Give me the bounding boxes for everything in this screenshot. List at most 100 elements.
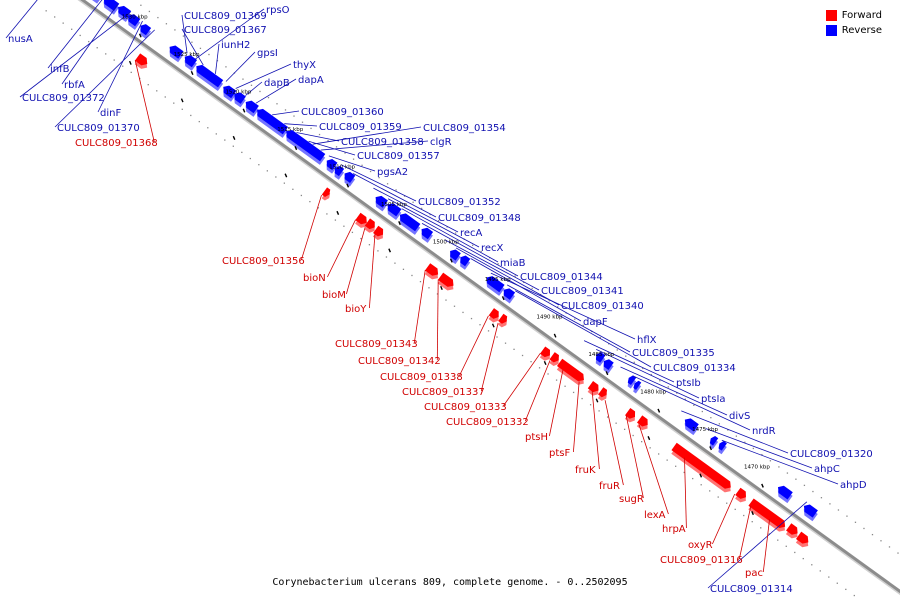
reverse-gene-feature[interactable]	[253, 107, 290, 138]
reverse-gene-label[interactable]: CULC809_01372	[22, 93, 105, 104]
reverse-gene-label[interactable]: CULC809_01357	[357, 151, 440, 162]
reverse-gene-label[interactable]: nusA	[8, 34, 33, 45]
reverse-gene-label[interactable]: clgR	[430, 137, 452, 148]
forward-gene-label[interactable]: CULC809_01343	[335, 339, 418, 350]
forward-gene-feature[interactable]	[548, 352, 563, 368]
reverse-gene-feature[interactable]	[114, 3, 133, 22]
reverse-gene-label[interactable]: iunH2	[221, 40, 250, 51]
forward-gene-label[interactable]: fruR	[599, 481, 620, 492]
legend-item-forward[interactable]: Forward	[825, 8, 882, 23]
reverse-gene-feature[interactable]	[322, 157, 339, 174]
forward-gene-label[interactable]: CULC809_01316	[660, 555, 743, 566]
reverse-gene-label[interactable]: CULC809_01352	[418, 197, 501, 208]
reverse-gene-label[interactable]: gpsI	[257, 48, 278, 59]
reverse-gene-feature[interactable]	[482, 274, 506, 296]
forward-gene-feature[interactable]	[747, 498, 790, 534]
reverse-gene-label[interactable]: rbfA	[64, 80, 85, 91]
reverse-gene-feature[interactable]	[165, 43, 185, 63]
reverse-gene-label[interactable]: ahpC	[814, 464, 840, 475]
forward-gene-label[interactable]: CULC809_01342	[358, 356, 441, 367]
reverse-gene-label[interactable]: CULC809_01358	[341, 137, 424, 148]
reverse-gene-feature[interactable]	[706, 435, 720, 450]
reverse-gene-label[interactable]: infB	[50, 64, 70, 75]
reverse-gene-feature[interactable]	[499, 286, 517, 304]
forward-gene-feature[interactable]	[586, 381, 603, 398]
forward-gene-feature[interactable]	[733, 487, 750, 505]
reverse-gene-feature[interactable]	[446, 247, 463, 265]
forward-gene-label[interactable]: bioN	[303, 273, 326, 284]
forward-gene-label[interactable]: sugR	[619, 494, 644, 505]
reverse-gene-feature[interactable]	[715, 440, 729, 455]
reverse-gene-label[interactable]: CULC809_01367	[184, 25, 267, 36]
reverse-gene-label[interactable]: hflX	[637, 335, 657, 346]
reverse-gene-label[interactable]: divS	[729, 411, 750, 422]
forward-gene-feature[interactable]	[555, 358, 588, 387]
reverse-gene-feature[interactable]	[124, 12, 142, 30]
reverse-gene-feature[interactable]	[599, 357, 615, 374]
reverse-gene-label[interactable]: CULC809_01359	[319, 122, 402, 133]
reverse-gene-feature[interactable]	[99, 0, 121, 15]
forward-gene-label[interactable]: ptsH	[525, 432, 548, 443]
reverse-gene-label[interactable]: ptsIb	[676, 378, 701, 389]
reverse-gene-label[interactable]: CULC809_01360	[301, 107, 384, 118]
reverse-gene-label[interactable]: CULC809_01340	[561, 301, 644, 312]
forward-gene-feature[interactable]	[371, 225, 387, 242]
reverse-gene-label[interactable]: recA	[460, 228, 483, 239]
reverse-gene-label[interactable]: CULC809_01335	[632, 348, 715, 359]
reverse-gene-label[interactable]: CULC809_01370	[57, 123, 140, 134]
reverse-gene-feature[interactable]	[136, 22, 153, 39]
forward-gene-feature[interactable]	[423, 263, 442, 282]
reverse-gene-label[interactable]: CULC809_01369	[184, 11, 267, 22]
forward-gene-feature[interactable]	[436, 272, 458, 293]
forward-gene-label[interactable]: CULC809_01356	[222, 256, 305, 267]
legend-item-reverse[interactable]: Reverse	[825, 23, 882, 38]
forward-gene-feature[interactable]	[794, 531, 812, 550]
reverse-gene-label[interactable]: CULC809_01341	[541, 286, 624, 297]
reverse-gene-label[interactable]: dapB	[264, 78, 290, 89]
reverse-gene-label[interactable]: dapF	[583, 317, 608, 328]
forward-gene-feature[interactable]	[635, 415, 652, 432]
forward-gene-feature[interactable]	[538, 346, 554, 362]
forward-gene-label[interactable]: CULC809_01337	[402, 387, 485, 398]
reverse-gene-feature[interactable]	[800, 502, 820, 522]
reverse-gene-feature[interactable]	[331, 164, 346, 180]
reverse-gene-feature[interactable]	[680, 416, 700, 436]
forward-gene-feature[interactable]	[363, 218, 379, 234]
forward-gene-label[interactable]: pac	[745, 568, 763, 579]
reverse-gene-feature[interactable]	[774, 483, 795, 504]
reverse-gene-label[interactable]: ahpD	[840, 480, 867, 491]
reverse-gene-feature[interactable]	[371, 193, 389, 212]
forward-gene-label[interactable]: CULC809_01368	[75, 138, 158, 149]
reverse-gene-feature[interactable]	[192, 63, 225, 92]
reverse-gene-label[interactable]: recX	[481, 243, 504, 254]
reverse-gene-feature[interactable]	[592, 351, 607, 367]
reverse-gene-label[interactable]: pgsA2	[377, 167, 408, 178]
reverse-gene-feature[interactable]	[395, 211, 421, 235]
reverse-gene-feature[interactable]	[383, 201, 403, 220]
forward-gene-feature[interactable]	[670, 442, 735, 495]
reverse-gene-feature[interactable]	[282, 128, 327, 165]
reverse-gene-label[interactable]: nrdR	[752, 426, 776, 437]
reverse-gene-label[interactable]: CULC809_01320	[790, 449, 873, 460]
reverse-gene-label[interactable]: CULC809_01334	[653, 363, 736, 374]
forward-gene-label[interactable]: oxyR	[688, 540, 713, 551]
forward-gene-feature[interactable]	[133, 53, 151, 71]
forward-gene-feature[interactable]	[784, 523, 802, 540]
forward-gene-label[interactable]: bioM	[322, 290, 346, 301]
reverse-gene-label[interactable]: CULC809_01344	[520, 272, 603, 283]
reverse-gene-feature[interactable]	[456, 254, 472, 270]
forward-gene-feature[interactable]	[320, 187, 334, 201]
forward-gene-label[interactable]: ptsF	[549, 448, 570, 459]
reverse-gene-label[interactable]: dapA	[298, 75, 324, 86]
forward-gene-label[interactable]: CULC809_01332	[446, 417, 529, 428]
reverse-gene-feature[interactable]	[219, 83, 238, 102]
forward-gene-label[interactable]: CULC809_01333	[424, 402, 507, 413]
forward-gene-feature[interactable]	[354, 212, 372, 230]
reverse-gene-label[interactable]: CULC809_01348	[438, 213, 521, 224]
forward-gene-label[interactable]: lexA	[644, 510, 666, 521]
reverse-gene-label[interactable]: CULC809_01354	[423, 123, 506, 134]
forward-gene-label[interactable]: hrpA	[662, 524, 686, 535]
forward-gene-feature[interactable]	[496, 313, 510, 329]
forward-gene-feature[interactable]	[596, 387, 610, 402]
forward-gene-feature[interactable]	[487, 308, 503, 324]
